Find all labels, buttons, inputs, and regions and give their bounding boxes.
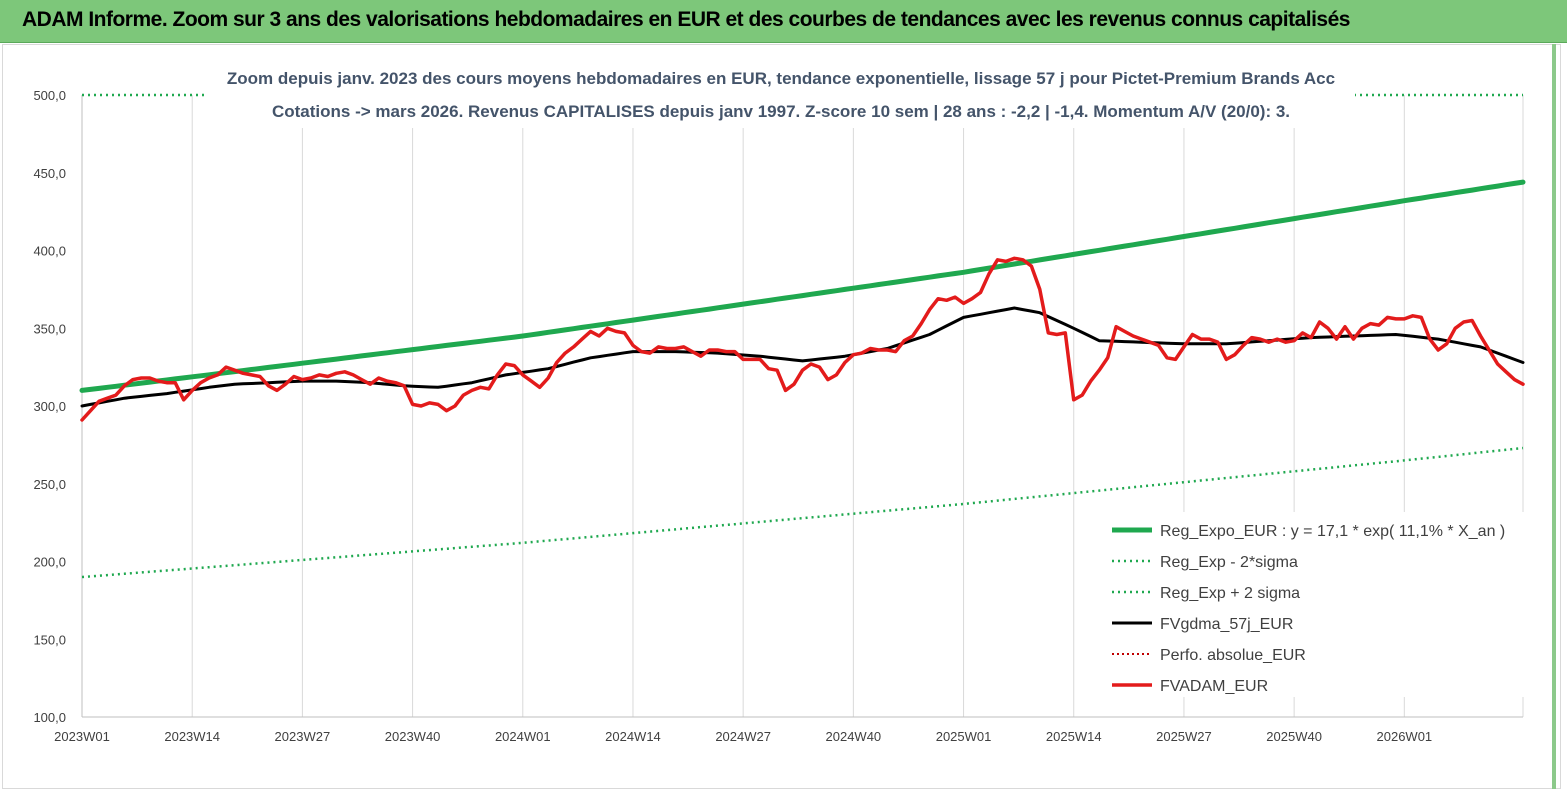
x-tick-label: 2023W14 [164, 729, 220, 744]
x-tick-label: 2025W27 [1156, 729, 1212, 744]
y-tick-label: 450,0 [33, 166, 66, 181]
legend: Reg_Expo_EUR : y = 17,1 * exp( 11,1% * X… [1105, 512, 1530, 697]
x-tick-label: 2024W01 [495, 729, 551, 744]
legend-label: Reg_Exp + 2 sigma [1160, 585, 1300, 602]
x-tick-label: 2025W40 [1266, 729, 1322, 744]
y-tick-label: 150,0 [33, 632, 66, 647]
frame-edge [1552, 44, 1556, 789]
x-tick-label: 2024W40 [826, 729, 882, 744]
legend-label: Reg_Exp - 2*sigma [1160, 554, 1298, 571]
chart-subtitle: Cotations -> mars 2026. Revenus CAPITALI… [272, 102, 1290, 121]
series-line-1 [81, 446, 1524, 579]
y-tick-label: 100,0 [33, 710, 66, 725]
series-layer [79, 93, 1526, 579]
y-tick-label: 200,0 [33, 555, 66, 570]
x-tick-label: 2025W01 [936, 729, 992, 744]
report-title: ADAM Informe. Zoom sur 3 ans des valoris… [22, 8, 1350, 31]
y-tick-label: 250,0 [33, 477, 66, 492]
legend-label: FVADAM_EUR [1160, 678, 1268, 695]
x-tick-label: 2024W27 [715, 729, 771, 744]
series-line-0 [79, 179, 1526, 393]
chart-title: Zoom depuis janv. 2023 des cours moyens … [227, 69, 1335, 88]
y-tick-label: 300,0 [33, 399, 66, 414]
x-tick-label: 2026W01 [1377, 729, 1433, 744]
legend-label: Perfo. absolue_EUR [1160, 647, 1306, 664]
series-line-5 [80, 256, 1525, 422]
y-tick-label: 350,0 [33, 321, 66, 336]
y-tick-label: 400,0 [33, 244, 66, 259]
title-background [205, 58, 1355, 128]
report-banner: ADAM Informe. Zoom sur 3 ans des valoris… [0, 0, 1567, 43]
legend-label: FVgdma_57j_EUR [1160, 616, 1293, 633]
x-tick-label: 2024W14 [605, 729, 661, 744]
x-tick-label: 2023W40 [385, 729, 441, 744]
x-tick-label: 2025W14 [1046, 729, 1102, 744]
x-tick-label: 2023W01 [54, 729, 110, 744]
x-tick-label: 2023W27 [275, 729, 331, 744]
legend-label: Reg_Expo_EUR : y = 17,1 * exp( 11,1% * X… [1160, 523, 1505, 540]
y-tick-label: 500,0 [33, 88, 66, 103]
series-line-3 [80, 306, 1525, 408]
legend-background [1105, 512, 1530, 697]
